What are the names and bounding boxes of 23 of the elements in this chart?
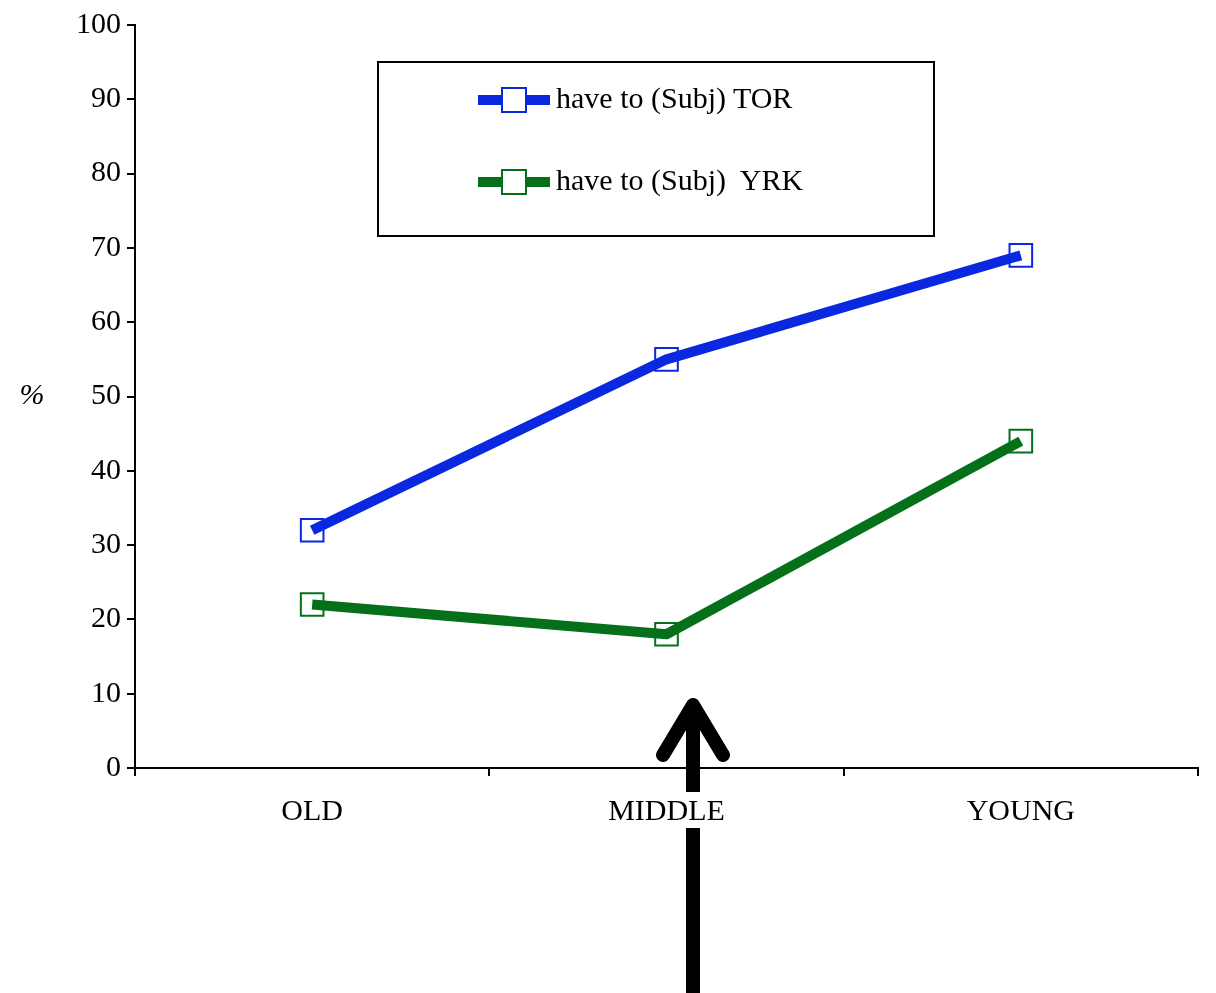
y-tick-label: 50 xyxy=(91,377,121,411)
legend-label: have to (Subj) YRK xyxy=(556,162,804,197)
point xyxy=(299,592,325,617)
x-tick-label: YOUNG xyxy=(966,792,1075,826)
point xyxy=(299,517,325,543)
point xyxy=(654,621,679,647)
y-axis-title: % xyxy=(19,377,45,411)
y-tick-label: 100 xyxy=(76,5,121,39)
y-tick-label: 0 xyxy=(106,748,121,782)
legend-label: have to (Subj) TOR xyxy=(556,80,793,115)
y-tick-label: 60 xyxy=(91,303,121,337)
x-tick-label: MIDDLE xyxy=(608,792,725,826)
y-tick-label: 70 xyxy=(91,228,121,262)
y-tick-label: 20 xyxy=(91,600,121,634)
y-tick-label: 40 xyxy=(91,451,121,485)
point xyxy=(654,347,679,372)
point xyxy=(1008,428,1034,454)
y-tick-label: 80 xyxy=(91,154,121,188)
point xyxy=(1008,243,1034,268)
x-tick-label: OLD xyxy=(281,792,343,826)
y-tick-label: 90 xyxy=(91,80,121,114)
y-tick-label: 30 xyxy=(91,525,121,559)
y-tick-label: 10 xyxy=(91,674,121,708)
